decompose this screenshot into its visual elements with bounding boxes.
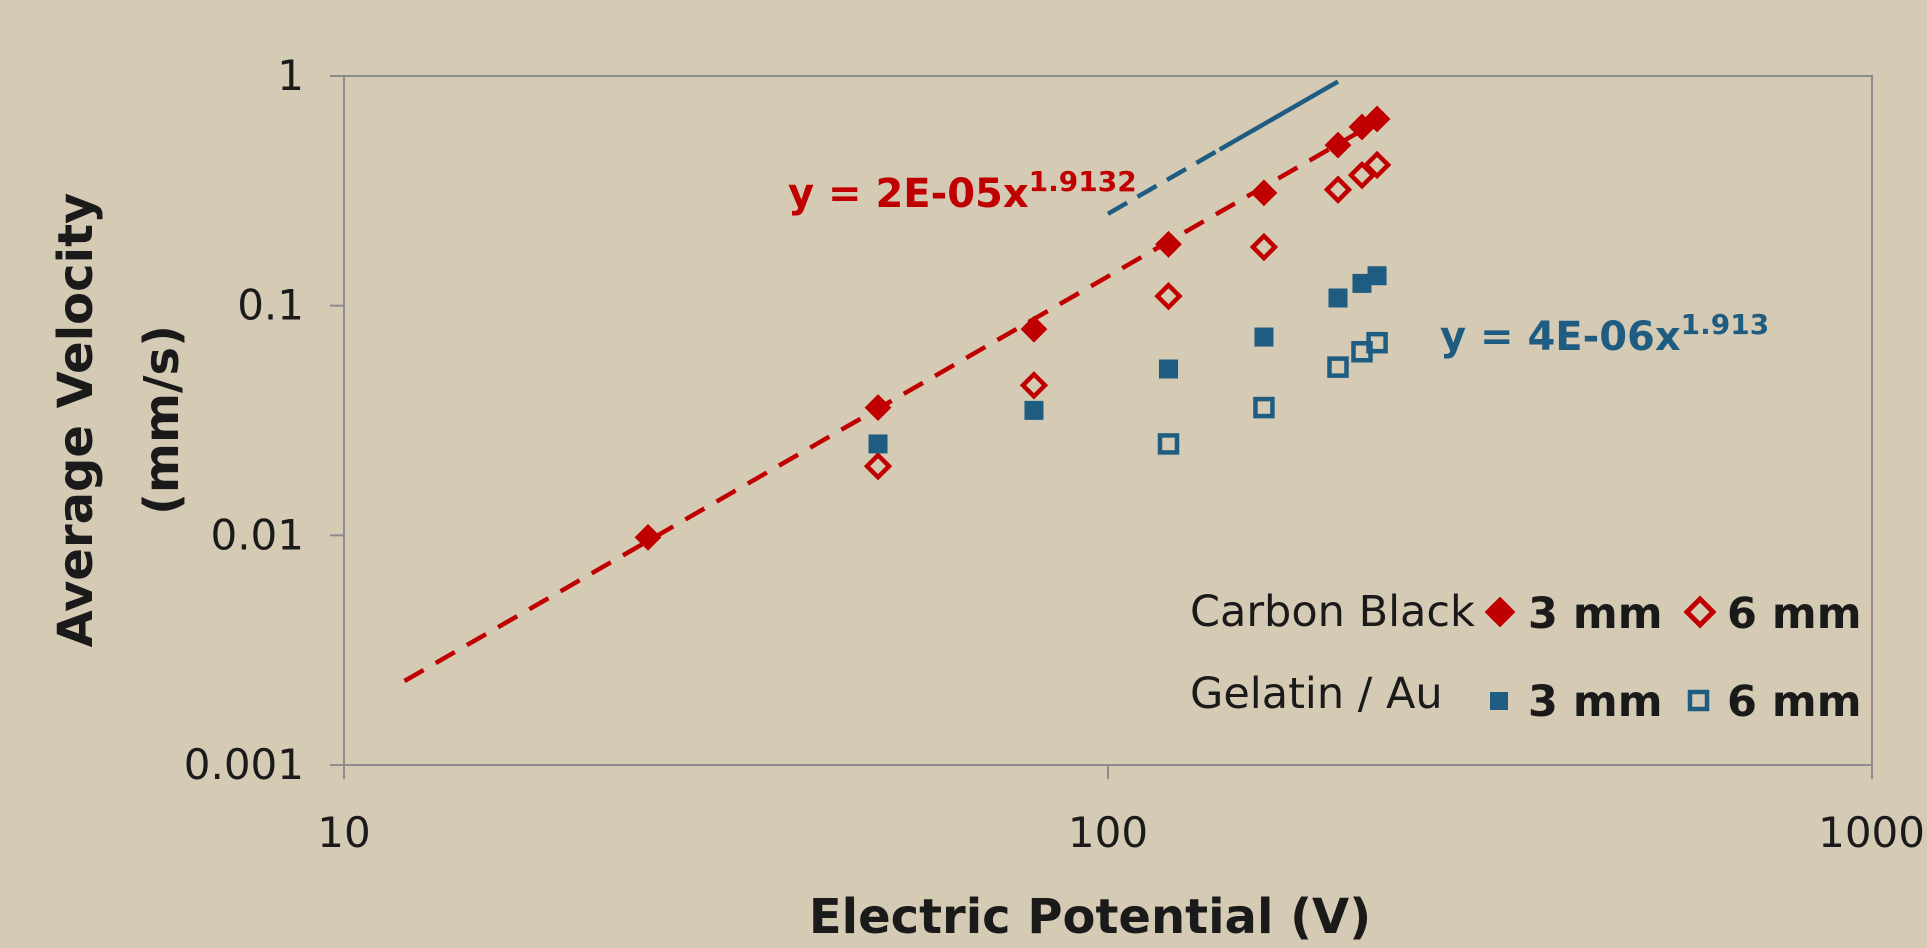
data-point-open-diamond xyxy=(1019,371,1049,400)
y-tick-label: 0.001 xyxy=(184,740,304,789)
ticks-layer: 0.001 0.01 0.1 1 10 100 1000 xyxy=(184,51,1925,857)
trendline-solid-part xyxy=(1218,79,1340,152)
data-point-open-diamond xyxy=(1249,232,1279,262)
data-point-filled-diamond xyxy=(1155,230,1182,258)
equation-base: y = 2E-05x xyxy=(788,171,1029,217)
y-tick-label: 0.1 xyxy=(237,281,304,330)
data-point-filled-square xyxy=(1328,288,1348,308)
data-point-filled-square xyxy=(1254,327,1274,347)
legend: Carbon Black 3 mm 6 mm Gelatin / Au 3 mm… xyxy=(1190,587,1862,727)
equation-base: y = 4E-06x xyxy=(1440,314,1681,360)
data-point-open-square xyxy=(1157,433,1180,455)
data-point-open-diamond xyxy=(1347,160,1377,190)
data-point-filled-diamond xyxy=(1363,105,1391,133)
y-tick-label: 1 xyxy=(277,51,304,100)
trendline-dashed-part xyxy=(1106,147,1221,216)
legend-marker-filled-diamond xyxy=(1484,596,1516,628)
x-tick-label: 10 xyxy=(317,808,370,857)
legend-entry-label: 3 mm xyxy=(1528,677,1663,727)
data-point-filled-square xyxy=(868,434,888,454)
equation-exponent: 1.9132 xyxy=(1029,165,1137,198)
data-point-filled-diamond xyxy=(864,394,892,421)
legend-marker-open-square xyxy=(1687,689,1710,712)
data-point-filled-diamond xyxy=(634,523,662,551)
data-point-filled-diamond xyxy=(1020,315,1048,343)
x-tick-label: 100 xyxy=(1068,808,1148,857)
legend-group-label: Carbon Black xyxy=(1190,587,1475,637)
data-point-filled-square xyxy=(1367,266,1387,286)
data-point-open-diamond xyxy=(1362,150,1392,180)
y-axis-title-line-2: (mm/s) xyxy=(134,325,190,515)
data-point-open-diamond xyxy=(863,452,893,481)
trendlines-layer xyxy=(403,79,1379,683)
legend-group-label: Gelatin / Au xyxy=(1190,669,1443,719)
legend-entry-label: 3 mm xyxy=(1528,589,1663,639)
data-point-filled-square xyxy=(1158,359,1178,379)
data-point-open-square xyxy=(1366,331,1388,354)
data-point-open-diamond xyxy=(1323,175,1353,204)
y-tick-label: 0.01 xyxy=(210,510,304,559)
data-point-filled-square xyxy=(1024,400,1044,420)
equation-exponent: 1.913 xyxy=(1681,308,1770,341)
x-axis-title: Electric Potential (V) xyxy=(809,889,1371,944)
data-point-filled-diamond xyxy=(1324,131,1352,159)
legend-entry-label: 6 mm xyxy=(1727,589,1862,639)
legend-marker-open-diamond xyxy=(1683,595,1717,629)
trendline-equation-gelatin-au: y = 4E-06x1.913 xyxy=(1440,308,1769,360)
trendline-equation-carbon-black: y = 2E-05x1.9132 xyxy=(788,165,1137,217)
trendline xyxy=(403,119,1379,683)
points-layer xyxy=(634,105,1392,551)
x-tick-label: 1000 xyxy=(1818,808,1925,857)
data-point-open-square xyxy=(1253,396,1275,419)
y-axis-title: Average Velocity (mm/s) xyxy=(48,193,190,648)
data-point-open-square xyxy=(1327,356,1349,378)
data-point-open-diamond xyxy=(1154,281,1183,311)
data-point-filled-diamond xyxy=(1250,179,1278,207)
legend-entry-label: 6 mm xyxy=(1727,677,1862,727)
y-axis-title-line-1: Average Velocity xyxy=(48,193,104,648)
legend-marker-filled-square xyxy=(1490,692,1508,710)
